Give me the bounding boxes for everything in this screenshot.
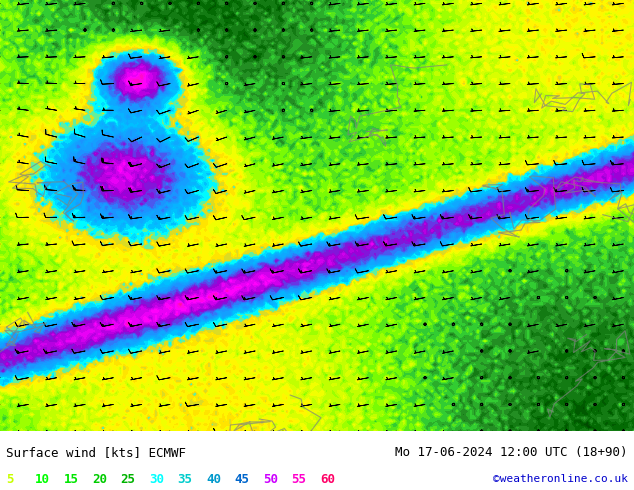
- Text: Mo 17-06-2024 12:00 UTC (18+90): Mo 17-06-2024 12:00 UTC (18+90): [395, 446, 628, 459]
- Text: 15: 15: [63, 473, 79, 486]
- Text: 55: 55: [292, 473, 307, 486]
- Text: 40: 40: [206, 473, 221, 486]
- Text: 20: 20: [92, 473, 107, 486]
- Text: 10: 10: [35, 473, 50, 486]
- Text: 30: 30: [149, 473, 164, 486]
- Text: 5: 5: [6, 473, 14, 486]
- Text: 50: 50: [263, 473, 278, 486]
- Text: Surface wind [kts] ECMWF: Surface wind [kts] ECMWF: [6, 446, 186, 459]
- Text: ©weatheronline.co.uk: ©weatheronline.co.uk: [493, 474, 628, 485]
- Text: 35: 35: [178, 473, 193, 486]
- Text: 25: 25: [120, 473, 136, 486]
- Text: 60: 60: [320, 473, 335, 486]
- Text: 45: 45: [235, 473, 250, 486]
